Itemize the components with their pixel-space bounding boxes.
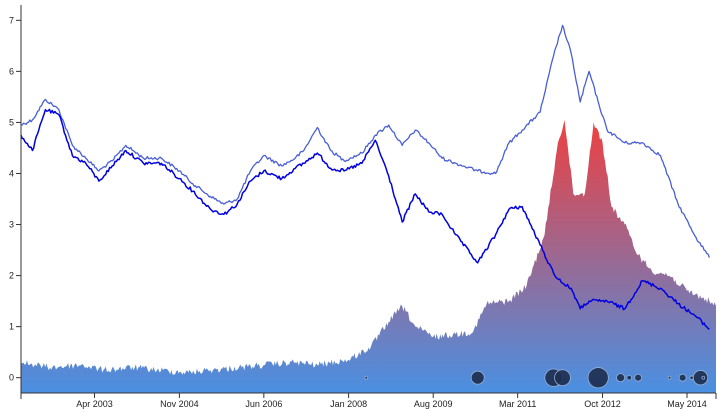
event-marker — [701, 375, 706, 380]
event-marker — [667, 375, 672, 380]
x-tick-label: Mar 2011 — [499, 399, 536, 409]
event-marker — [689, 375, 694, 380]
x-tick-label: Nov 2004 — [160, 399, 199, 409]
event-marker — [626, 374, 632, 381]
x-tick-label: May 2014 — [667, 399, 707, 409]
x-tick-label: Aug 2009 — [414, 399, 453, 409]
y-tick-label: 0 — [9, 373, 14, 383]
event-marker — [678, 373, 687, 382]
x-axis: Apr 2003 Nov 2004 Jun 2006 Jan 2008 Aug 2009… — [20, 392, 717, 409]
x-tick-label: Jun 2006 — [245, 399, 282, 409]
event-marker — [364, 375, 369, 380]
event-marker — [554, 369, 571, 387]
y-tick-label: 4 — [9, 168, 14, 178]
y-tick-label: 6 — [9, 66, 14, 76]
event-marker — [587, 367, 609, 389]
event-marker — [616, 373, 626, 383]
series-line-2 — [20, 108, 710, 330]
event-marker — [692, 370, 709, 386]
series-line-1 — [20, 24, 711, 258]
y-axis: 0 1 2 3 4 5 6 7 — [9, 5, 22, 393]
event-marker-layer — [364, 367, 709, 389]
y-tick-label: 7 — [9, 15, 14, 25]
event-marker — [634, 373, 642, 382]
x-tick-label: Jan 2008 — [330, 399, 367, 409]
y-tick-label: 1 — [9, 322, 14, 332]
y-tick-label: 2 — [9, 271, 14, 281]
event-marker — [470, 370, 485, 385]
x-tick-label: Oct 2012 — [584, 399, 621, 409]
x-tick-label: Apr 2003 — [76, 399, 113, 409]
line-layer — [20, 24, 711, 330]
y-tick-label: 3 — [9, 220, 14, 230]
volume-area — [21, 119, 716, 394]
area-layer — [21, 119, 716, 394]
y-tick-label: 5 — [9, 117, 14, 127]
